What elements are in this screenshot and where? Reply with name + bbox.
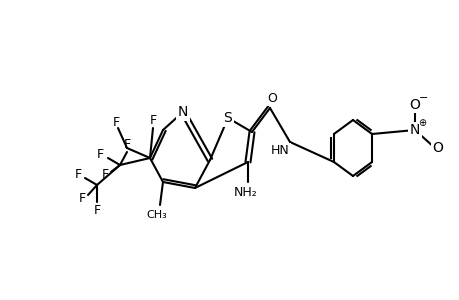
Text: O: O xyxy=(409,98,420,112)
Text: O: O xyxy=(267,92,276,104)
Text: F: F xyxy=(112,116,119,130)
Text: F: F xyxy=(96,148,103,161)
Text: CH₃: CH₃ xyxy=(146,210,167,220)
Text: F: F xyxy=(123,139,130,152)
Text: N: N xyxy=(178,105,188,119)
Text: F: F xyxy=(101,169,108,182)
Text: F: F xyxy=(74,169,81,182)
Text: F: F xyxy=(78,191,85,205)
Text: ⊕: ⊕ xyxy=(417,118,425,128)
Text: S: S xyxy=(223,111,232,125)
Text: −: − xyxy=(419,93,428,103)
Text: NH₂: NH₂ xyxy=(234,185,257,199)
Text: F: F xyxy=(93,203,101,217)
Text: O: O xyxy=(431,141,442,155)
Text: N: N xyxy=(409,123,419,137)
Text: HN: HN xyxy=(270,145,289,158)
Text: F: F xyxy=(149,113,156,127)
